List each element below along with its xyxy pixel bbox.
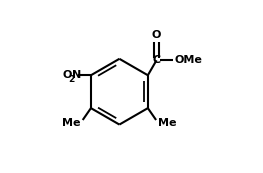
Text: Me: Me — [158, 118, 176, 128]
Text: O: O — [62, 70, 71, 80]
Text: N: N — [72, 70, 81, 80]
Text: C: C — [153, 55, 161, 65]
Text: O: O — [152, 30, 161, 40]
Text: Me: Me — [63, 118, 81, 128]
Text: 2: 2 — [68, 75, 74, 84]
Text: OMe: OMe — [175, 55, 203, 65]
